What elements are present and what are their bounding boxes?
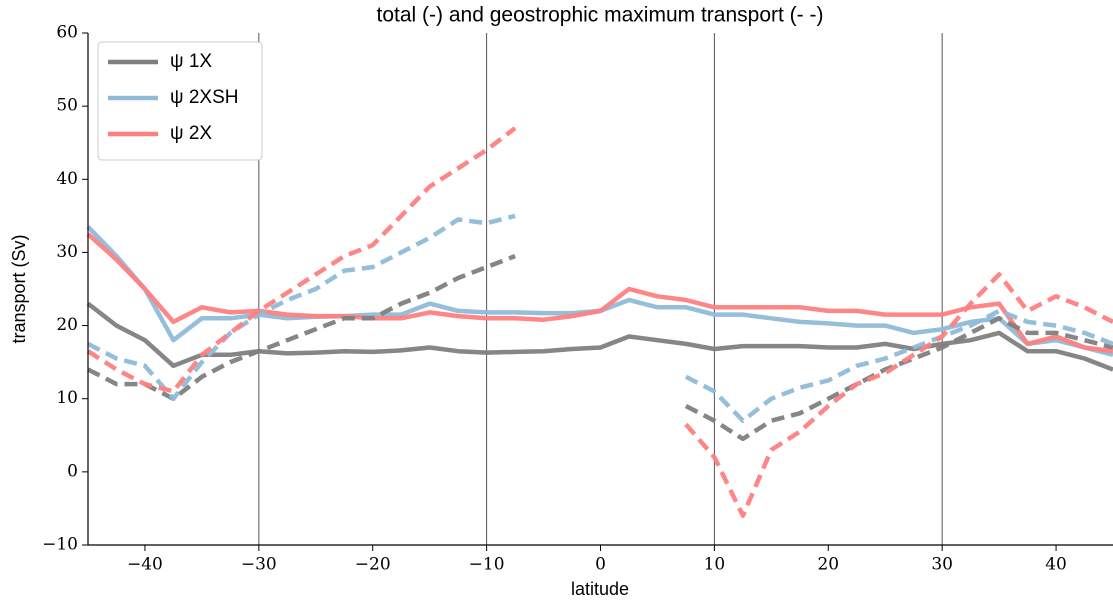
y-tick-label: 50 xyxy=(56,96,78,116)
series-line xyxy=(86,213,1113,423)
series-line xyxy=(86,225,1113,357)
y-tick-label: −10 xyxy=(42,535,78,555)
legend-box xyxy=(97,41,263,161)
x-tick-label: −30 xyxy=(241,555,277,575)
x-tick-label: −10 xyxy=(469,555,505,575)
series-line xyxy=(86,254,1113,442)
y-tick-label: 60 xyxy=(56,23,78,43)
x-tick-label: −40 xyxy=(127,555,163,575)
series-line xyxy=(86,232,1113,354)
x-axis-label: latitude xyxy=(571,579,629,599)
x-tick-label: −20 xyxy=(355,555,391,575)
x-tick-label: 30 xyxy=(931,555,953,575)
legend-label: ψ 2X xyxy=(170,123,212,144)
y-tick-label: 20 xyxy=(56,315,78,335)
legend-label: ψ 1X xyxy=(170,51,212,72)
x-tick-label: 0 xyxy=(595,555,606,575)
chart-title: total (-) and geostrophic maximum transp… xyxy=(377,4,824,27)
y-tick-label: 10 xyxy=(56,388,78,408)
legend-label: ψ 2XSH xyxy=(170,87,238,108)
series-line xyxy=(86,126,1113,518)
x-tick-label: 10 xyxy=(704,555,726,575)
x-tick-label: 40 xyxy=(1045,555,1067,575)
y-tick-label: 0 xyxy=(67,461,78,481)
legend: ψ 1X ψ 2XSH ψ 2X xyxy=(97,41,263,161)
x-tick-label: 20 xyxy=(817,555,839,575)
y-tick-label: 40 xyxy=(56,169,78,189)
y-axis-label: transport (Sv) xyxy=(9,234,29,343)
y-tick-label: 30 xyxy=(56,242,78,262)
